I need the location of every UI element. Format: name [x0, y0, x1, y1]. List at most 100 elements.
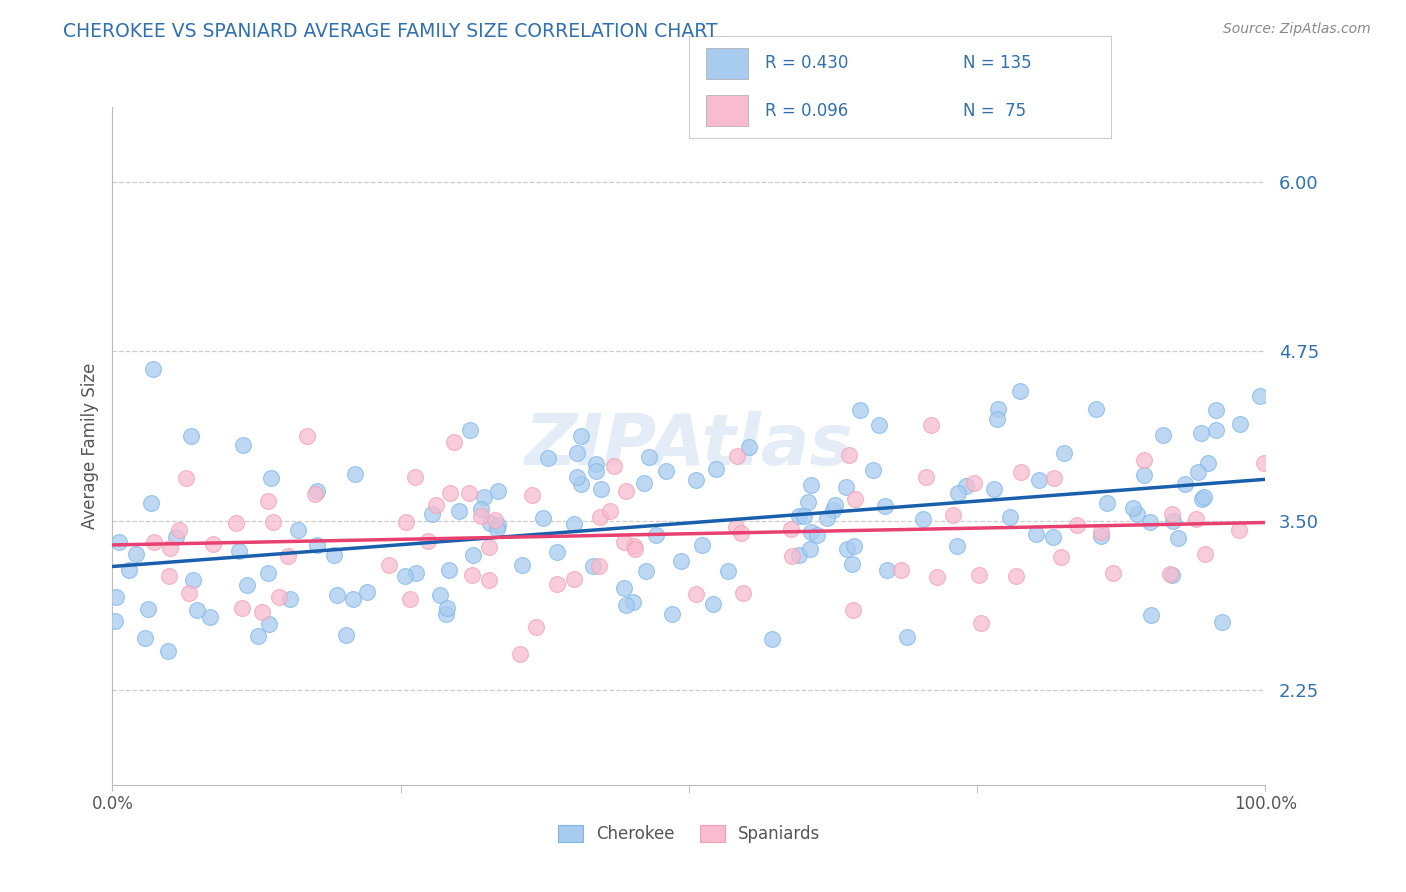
Point: [461, 568, 484, 582]
Point: [1139, 516, 1161, 530]
Point: [876, 563, 898, 577]
Point: [179, 585, 201, 599]
Point: [1004, 569, 1026, 583]
Point: [685, 474, 707, 488]
FancyBboxPatch shape: [706, 95, 748, 126]
Point: [588, 558, 610, 573]
Point: [565, 470, 588, 484]
Point: [531, 511, 554, 525]
Point: [405, 566, 427, 580]
Point: [963, 475, 986, 490]
Point: [378, 558, 401, 573]
Point: [986, 412, 1008, 426]
Point: [486, 522, 509, 536]
Point: [842, 539, 865, 553]
Point: [231, 601, 253, 615]
Point: [920, 417, 942, 432]
Point: [398, 592, 420, 607]
Point: [1249, 389, 1271, 403]
Point: [510, 558, 533, 572]
Point: [603, 459, 626, 474]
Text: N =  75: N = 75: [963, 102, 1026, 120]
Point: [613, 535, 636, 549]
Point: [1090, 525, 1112, 540]
Point: [1187, 466, 1209, 480]
Point: [138, 602, 160, 616]
Point: [569, 429, 592, 443]
Point: [1211, 615, 1233, 629]
Point: [942, 508, 965, 523]
Point: [478, 573, 501, 587]
Text: N = 135: N = 135: [963, 54, 1032, 72]
Point: [260, 471, 283, 485]
Point: [1126, 508, 1149, 522]
Point: [1160, 567, 1182, 582]
Point: [198, 610, 221, 624]
Point: [186, 603, 208, 617]
Point: [297, 429, 319, 443]
Point: [869, 418, 891, 433]
Point: [180, 429, 202, 443]
Point: [644, 528, 666, 542]
Point: [546, 576, 568, 591]
Point: [108, 534, 131, 549]
Point: [1043, 470, 1066, 484]
Point: [470, 508, 492, 523]
Point: [159, 541, 181, 555]
Point: [1227, 523, 1250, 537]
Point: [143, 535, 166, 549]
Point: [623, 539, 645, 553]
Point: [838, 448, 860, 462]
Point: [800, 477, 823, 491]
Point: [134, 632, 156, 646]
Point: [447, 504, 470, 518]
Text: Source: ZipAtlas.com: Source: ZipAtlas.com: [1223, 22, 1371, 37]
Point: [458, 423, 481, 437]
Point: [915, 470, 938, 484]
Point: [873, 499, 896, 513]
Point: [636, 564, 658, 578]
Point: [157, 568, 180, 582]
Point: [702, 597, 724, 611]
Point: [661, 607, 683, 621]
Point: [1090, 529, 1112, 543]
Point: [1192, 490, 1215, 504]
Point: [848, 403, 870, 417]
Point: [1095, 496, 1118, 510]
Point: [1010, 465, 1032, 479]
Text: R = 0.430: R = 0.430: [765, 54, 848, 72]
Point: [998, 510, 1021, 524]
Point: [436, 601, 458, 615]
Point: [1152, 428, 1174, 442]
Point: [250, 605, 273, 619]
Point: [470, 501, 492, 516]
Point: [789, 549, 811, 563]
Point: [437, 562, 460, 576]
Point: [235, 578, 257, 592]
Point: [174, 471, 197, 485]
Point: [797, 494, 820, 508]
Point: [624, 542, 647, 557]
Point: [165, 531, 187, 545]
Point: [157, 644, 180, 658]
Point: [404, 469, 426, 483]
Point: [118, 563, 141, 577]
Point: [1174, 477, 1197, 491]
Point: [585, 457, 607, 471]
Point: [420, 507, 443, 521]
Point: [304, 487, 326, 501]
Point: [614, 483, 637, 498]
Point: [269, 590, 291, 604]
Point: [474, 490, 496, 504]
Point: [416, 533, 439, 548]
Point: [1053, 446, 1076, 460]
Point: [581, 559, 603, 574]
Point: [842, 603, 865, 617]
Point: [1084, 402, 1107, 417]
Point: [730, 525, 752, 540]
Point: [806, 528, 828, 542]
Point: [841, 557, 863, 571]
Point: [725, 449, 748, 463]
Point: [780, 522, 803, 536]
Point: [738, 441, 761, 455]
